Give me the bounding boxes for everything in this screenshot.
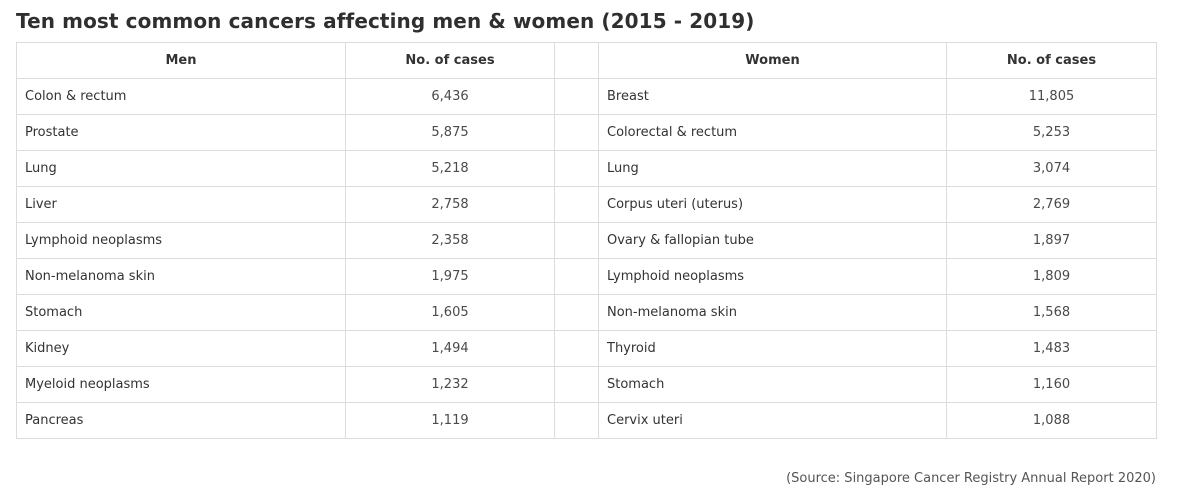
cell-men-cases: 2,758 [345, 186, 555, 223]
cell-men-cancer: Prostate [16, 114, 346, 151]
table-row: Prostate 5,875 Colorectal & rectum 5,253 [16, 114, 1157, 151]
cell-spacer [554, 366, 599, 403]
cell-women-cancer: Stomach [598, 366, 947, 403]
cell-men-cases: 6,436 [345, 78, 555, 115]
source-note: (Source: Singapore Cancer Registry Annua… [786, 471, 1156, 486]
table-body: Colon & rectum 6,436 Breast 11,805 Prostate 5… [16, 78, 1157, 439]
table-row: Lymphoid neoplasms 2,358 Ovary & fallopian… [16, 222, 1157, 259]
cell-women-cancer: Corpus uteri (uterus) [598, 186, 947, 223]
cell-women-cancer: Colorectal & rectum [598, 114, 947, 151]
cell-men-cancer: Lymphoid neoplasms [16, 222, 346, 259]
cell-men-cancer: Liver [16, 186, 346, 223]
cell-men-cancer: Lung [16, 150, 346, 187]
table-row: Lung 5,218 Lung 3,074 [16, 150, 1157, 187]
cell-women-cases: 1,809 [946, 258, 1157, 295]
cell-spacer [554, 186, 599, 223]
cell-men-cases: 1,119 [345, 402, 555, 439]
cell-women-cancer: Breast [598, 78, 947, 115]
table-row: Myeloid neoplasms 1,232 Stomach 1,160 [16, 366, 1157, 403]
cell-spacer [554, 78, 599, 115]
cell-spacer [554, 294, 599, 331]
cell-men-cancer: Myeloid neoplasms [16, 366, 346, 403]
cell-men-cancer: Colon & rectum [16, 78, 346, 115]
cell-women-cases: 3,074 [946, 150, 1157, 187]
cell-men-cancer: Non-melanoma skin [16, 258, 346, 295]
header-men-cases: No. of cases [345, 42, 555, 79]
cell-women-cancer: Ovary & fallopian tube [598, 222, 947, 259]
cell-men-cases: 1,494 [345, 330, 555, 367]
cell-women-cancer: Cervix uteri [598, 402, 947, 439]
cell-women-cases: 11,805 [946, 78, 1157, 115]
cell-spacer [554, 402, 599, 439]
cell-spacer [554, 330, 599, 367]
cell-women-cancer: Thyroid [598, 330, 947, 367]
header-spacer [554, 42, 599, 79]
cell-men-cases: 1,605 [345, 294, 555, 331]
table-row: Colon & rectum 6,436 Breast 11,805 [16, 78, 1157, 115]
cell-men-cancer: Kidney [16, 330, 346, 367]
cell-men-cases: 5,875 [345, 114, 555, 151]
header-women-cases: No. of cases [946, 42, 1157, 79]
cell-women-cases: 1,088 [946, 402, 1157, 439]
page-title: Ten most common cancers affecting men & … [16, 9, 755, 33]
cell-spacer [554, 114, 599, 151]
cell-spacer [554, 258, 599, 295]
table-row: Pancreas 1,119 Cervix uteri 1,088 [16, 402, 1157, 439]
header-women: Women [598, 42, 947, 79]
table-row: Liver 2,758 Corpus uteri (uterus) 2,769 [16, 186, 1157, 223]
cell-women-cancer: Lymphoid neoplasms [598, 258, 947, 295]
cell-women-cases: 1,568 [946, 294, 1157, 331]
cell-men-cases: 5,218 [345, 150, 555, 187]
table-row: Non-melanoma skin 1,975 Lymphoid neoplasms… [16, 258, 1157, 295]
cell-women-cases: 5,253 [946, 114, 1157, 151]
cell-women-cases: 1,483 [946, 330, 1157, 367]
table-header-row: Men No. of cases Women No. of cases [16, 42, 1157, 79]
cell-spacer [554, 150, 599, 187]
cell-men-cases: 1,232 [345, 366, 555, 403]
cell-women-cases: 1,160 [946, 366, 1157, 403]
cancer-table: Men No. of cases Women No. of cases Colo… [16, 42, 1157, 439]
table-row: Stomach 1,605 Non-melanoma skin 1,568 [16, 294, 1157, 331]
cell-women-cancer: Lung [598, 150, 947, 187]
table-row: Kidney 1,494 Thyroid 1,483 [16, 330, 1157, 367]
cell-men-cases: 2,358 [345, 222, 555, 259]
cell-spacer [554, 222, 599, 259]
cell-men-cancer: Pancreas [16, 402, 346, 439]
cell-men-cancer: Stomach [16, 294, 346, 331]
cell-women-cancer: Non-melanoma skin [598, 294, 947, 331]
header-men: Men [16, 42, 346, 79]
cell-women-cases: 1,897 [946, 222, 1157, 259]
cell-women-cases: 2,769 [946, 186, 1157, 223]
cell-men-cases: 1,975 [345, 258, 555, 295]
